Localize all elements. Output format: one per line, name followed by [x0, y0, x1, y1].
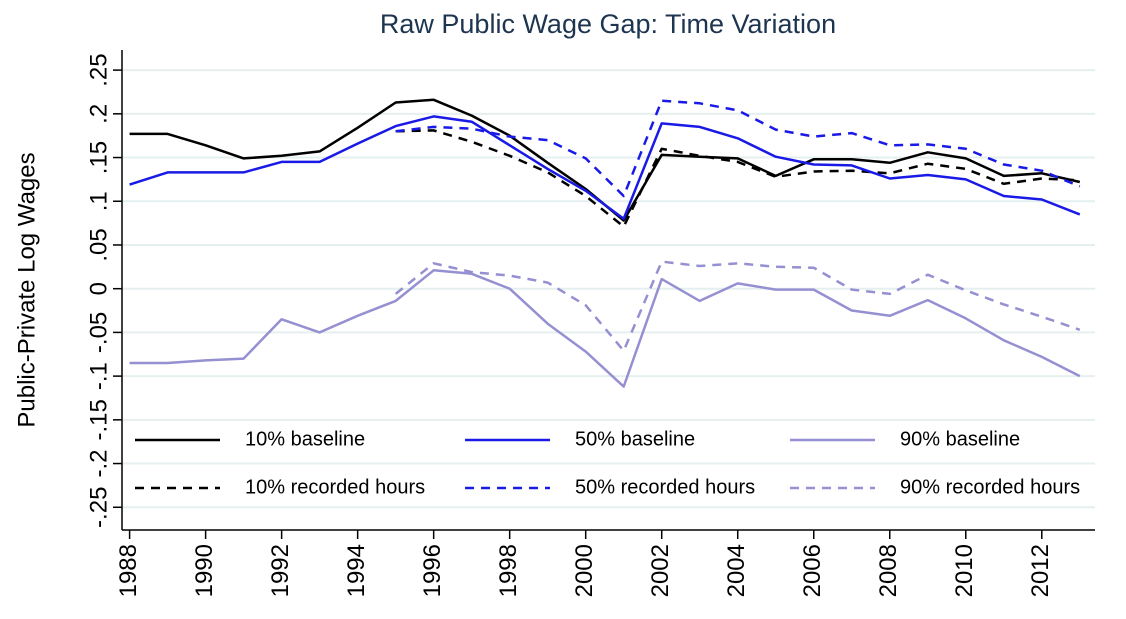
- x-tick-label: 2008: [875, 544, 902, 597]
- y-tick-label: .2: [85, 104, 112, 124]
- legend-label: 50% baseline: [575, 428, 695, 450]
- y-tick-label: -.15: [85, 399, 112, 440]
- legend-label: 90% baseline: [900, 428, 1020, 450]
- y-tick-label: -.25: [85, 487, 112, 528]
- y-tick-label: -.1: [85, 362, 112, 390]
- x-tick-label: 2006: [799, 544, 826, 597]
- y-tick-label: .25: [85, 53, 112, 86]
- legend-label: 90% recorded hours: [900, 476, 1080, 498]
- x-tick-label: 2012: [1027, 544, 1054, 597]
- x-tick-label: 1988: [115, 544, 142, 597]
- series-line: [395, 129, 1080, 228]
- x-tick-label: 2010: [951, 544, 978, 597]
- series-line: [129, 98, 1081, 222]
- series-line: [129, 269, 1081, 388]
- series-line: [129, 115, 1081, 220]
- x-tick-label: 2000: [571, 544, 598, 597]
- y-tick-label: -.2: [85, 450, 112, 478]
- legend-label: 10% recorded hours: [245, 476, 425, 498]
- y-tick-label: .1: [85, 191, 112, 211]
- y-tick-label: -.05: [85, 312, 112, 353]
- x-tick-label: 1992: [267, 544, 294, 597]
- x-tick-label: 2004: [723, 544, 750, 597]
- series-line: [395, 99, 1081, 198]
- legend-label: 50% recorded hours: [575, 476, 755, 498]
- x-tick-label: 1996: [419, 544, 446, 597]
- legend-label: 10% baseline: [245, 428, 365, 450]
- chart-title: Raw Public Wage Gap: Time Variation: [380, 9, 836, 39]
- x-tick-label: 1994: [343, 544, 370, 597]
- x-tick-label: 1990: [191, 544, 218, 597]
- y-axis-title: Public-Private Log Wages: [13, 152, 40, 427]
- y-tick-label: .05: [85, 228, 112, 261]
- x-tick-label: 2002: [647, 544, 674, 597]
- x-tick-label: 1998: [495, 544, 522, 597]
- y-tick-label: .15: [85, 141, 112, 174]
- y-tick-label: 0: [85, 282, 112, 295]
- series-line: [394, 260, 1081, 353]
